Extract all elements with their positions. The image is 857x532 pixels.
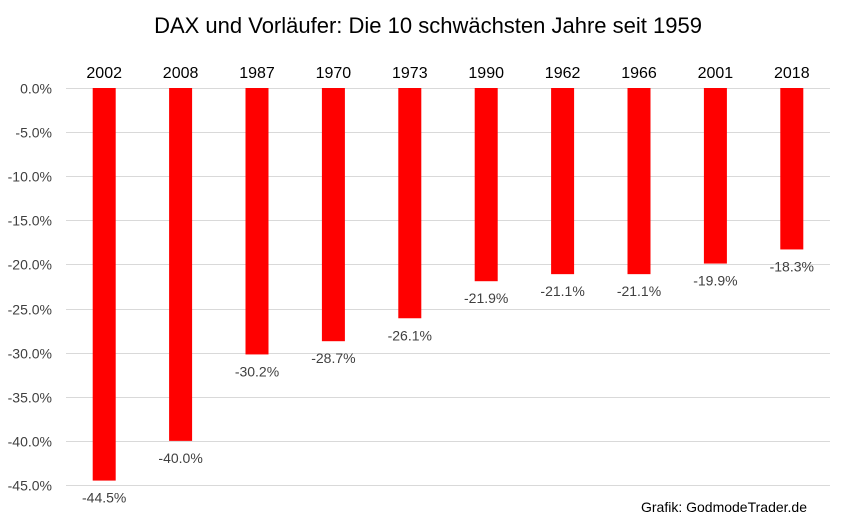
- category-label: 2001: [698, 65, 734, 82]
- bar: [169, 88, 193, 441]
- y-tick-label: -5.0%: [15, 125, 52, 141]
- data-label: -44.5%: [82, 490, 126, 506]
- data-labels: -44.5% -40.0% -30.2% -28.7% -26.1% -21.9% -21.…: [82, 258, 814, 505]
- y-tick-label: -30.0%: [8, 346, 52, 362]
- y-tick-label: -25.0%: [8, 302, 52, 318]
- y-tick-label: -15.0%: [8, 213, 52, 229]
- category-label: 1990: [468, 65, 504, 82]
- y-tick-label: -40.0%: [8, 434, 52, 450]
- bar: [780, 88, 804, 250]
- data-label: -26.1%: [388, 327, 432, 343]
- bar: [627, 88, 651, 275]
- category-label: 2008: [163, 65, 199, 82]
- bar: [321, 88, 345, 342]
- bar: [703, 88, 727, 264]
- data-label: -40.0%: [158, 450, 202, 466]
- source-credit: Grafik: GodmodeTrader.de: [641, 499, 807, 515]
- y-tick-label: -45.0%: [8, 478, 52, 494]
- y-axis-tick-labels: 0.0% -5.0% -10.0% -15.0% -20.0% -25.0% -30.0% -…: [8, 81, 52, 494]
- bar: [92, 88, 116, 481]
- data-label: -30.2%: [235, 363, 279, 379]
- data-label: -21.1%: [540, 283, 584, 299]
- bar: [551, 88, 575, 275]
- y-tick-label: -35.0%: [8, 390, 52, 406]
- y-tick-label: 0.0%: [20, 81, 52, 97]
- gridlines: [66, 88, 830, 486]
- bar: [474, 88, 498, 282]
- y-tick-label: -10.0%: [8, 169, 52, 185]
- data-label: -19.9%: [693, 273, 737, 289]
- chart-title: DAX und Vorläufer: Die 10 schwächsten Ja…: [154, 13, 702, 38]
- category-label: 1970: [316, 65, 352, 82]
- category-label: 1966: [621, 65, 657, 82]
- category-label: 2018: [774, 65, 810, 82]
- bar: [398, 88, 422, 319]
- data-label: -18.3%: [770, 258, 814, 274]
- bar: [245, 88, 269, 355]
- category-label: 1962: [545, 65, 581, 82]
- data-label: -21.9%: [464, 290, 508, 306]
- y-tick-label: -20.0%: [8, 257, 52, 273]
- data-label: -28.7%: [311, 350, 355, 366]
- category-labels: 2002 2008 1987 1970 1973 1990 1962 1966 2001 2018: [86, 65, 809, 82]
- category-label: 1973: [392, 65, 428, 82]
- category-label: 2002: [86, 65, 122, 82]
- data-label: -21.1%: [617, 283, 661, 299]
- bars: [92, 88, 804, 481]
- category-label: 1987: [239, 65, 275, 82]
